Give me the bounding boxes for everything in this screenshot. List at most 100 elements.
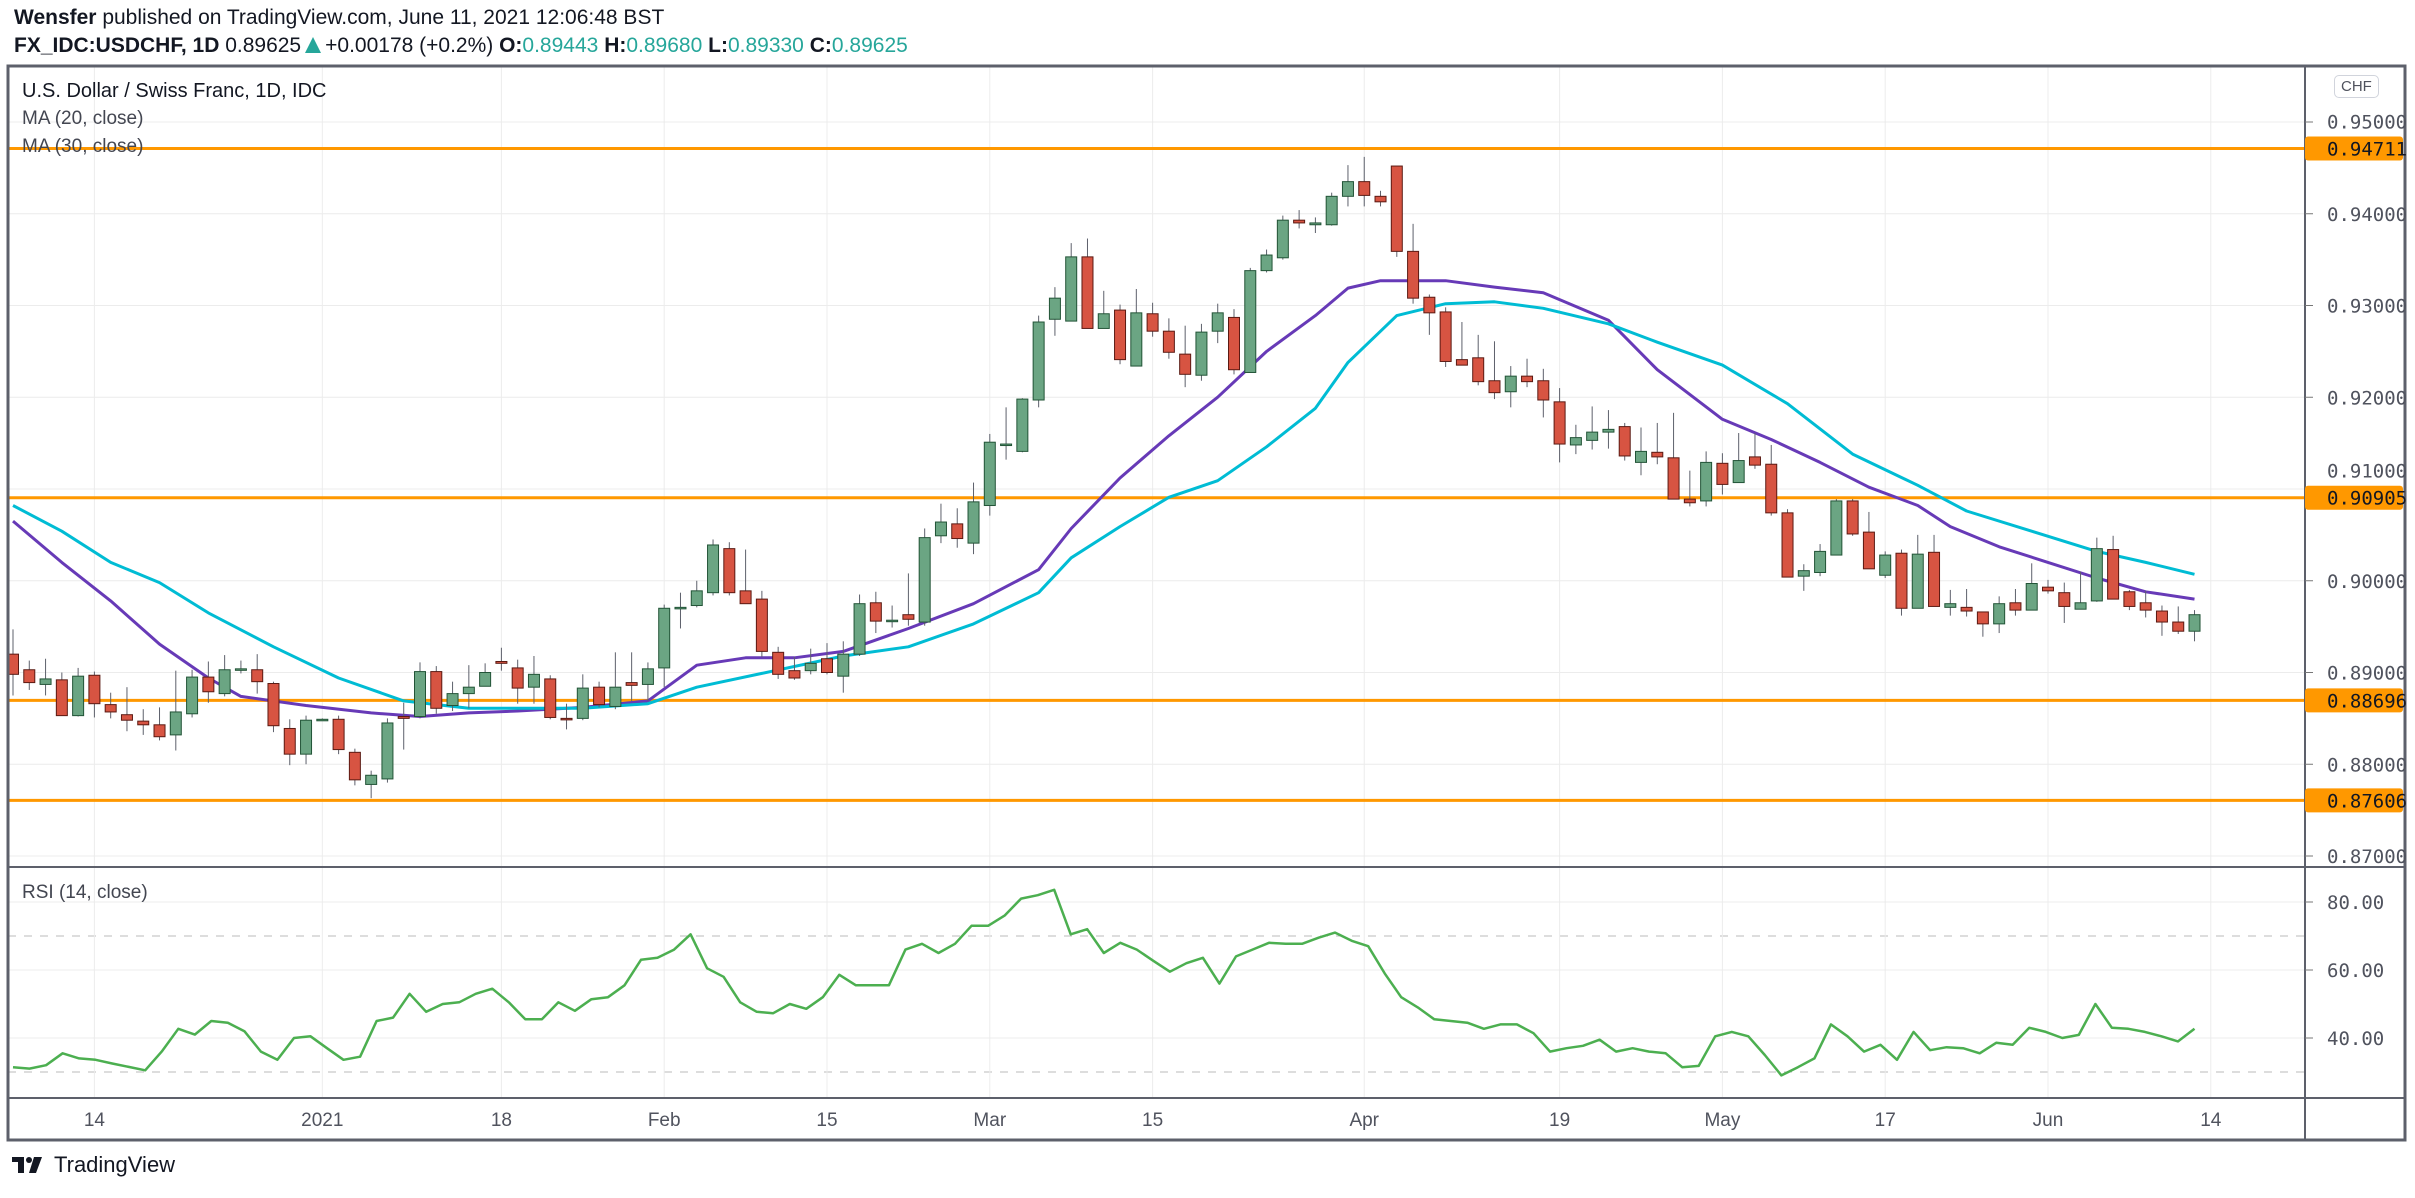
candle-body-down bbox=[1390, 165, 1403, 252]
candle-body-down bbox=[1407, 250, 1420, 299]
legend-ma30[interactable]: MA (30, close) bbox=[22, 136, 144, 157]
candle-body-up bbox=[707, 544, 720, 594]
author-name[interactable]: Wensfer bbox=[14, 6, 97, 29]
candle bbox=[1228, 309, 1240, 375]
candle bbox=[2074, 571, 2087, 610]
candle bbox=[88, 671, 101, 718]
candle-body-up bbox=[1065, 256, 1078, 322]
last-price: 0.89625 bbox=[225, 34, 302, 57]
candle bbox=[1162, 318, 1175, 359]
candle-body-up bbox=[300, 719, 313, 755]
candle bbox=[316, 718, 329, 722]
axes[interactable]: 0.95000 0.94000 0.93000 0.92000 0.91000 0.900… bbox=[84, 112, 2407, 1131]
candle-body-down bbox=[1179, 353, 1192, 375]
candle bbox=[1097, 290, 1110, 329]
candle bbox=[804, 648, 817, 675]
candle bbox=[462, 665, 475, 709]
candle bbox=[1390, 165, 1403, 257]
candle-body-up bbox=[853, 603, 866, 655]
candle-body-down bbox=[137, 720, 150, 726]
candle-body-down bbox=[2139, 602, 2152, 611]
series-title[interactable]: U.S. Dollar / Swiss Franc, 1D, IDC bbox=[22, 80, 327, 102]
candle-body-up bbox=[1911, 553, 1924, 609]
candle-body-up bbox=[365, 774, 378, 785]
candle-body-up bbox=[674, 606, 687, 610]
candle bbox=[1700, 451, 1713, 507]
candle-body-down bbox=[1895, 552, 1908, 609]
candle-body-down bbox=[104, 704, 117, 713]
candle bbox=[2009, 589, 2022, 616]
candle bbox=[1618, 422, 1631, 461]
candle-body-down bbox=[1748, 456, 1761, 466]
candle bbox=[1667, 412, 1680, 500]
time-tick-label: 2021 bbox=[301, 1110, 343, 1131]
candle-body-up bbox=[1504, 375, 1517, 393]
footer-logo[interactable]: TradingView bbox=[12, 1152, 175, 1178]
candle bbox=[723, 542, 736, 596]
candle-body-up bbox=[1700, 461, 1713, 502]
candle bbox=[2042, 579, 2054, 594]
candle bbox=[1439, 307, 1452, 367]
candle bbox=[495, 647, 508, 671]
candle bbox=[1976, 611, 1989, 637]
candle bbox=[1960, 589, 1973, 617]
legend-rsi[interactable]: RSI (14, close) bbox=[22, 882, 148, 903]
tradingview-logo-icon bbox=[12, 1157, 42, 1173]
candle bbox=[1293, 210, 1306, 229]
candle-body-up bbox=[690, 590, 703, 607]
candle bbox=[446, 681, 459, 712]
candle-body-down bbox=[951, 523, 964, 540]
candle-body-down bbox=[283, 727, 296, 755]
symbol-info: FX_IDC:USDCHF, 1D 0.89625 +0.00178 (+0.2%… bbox=[14, 34, 908, 58]
candle bbox=[1032, 315, 1045, 408]
candle bbox=[1276, 215, 1289, 260]
candle bbox=[1000, 407, 1013, 460]
candle bbox=[2188, 610, 2201, 642]
candle bbox=[430, 666, 443, 714]
candle-body-up bbox=[1016, 398, 1029, 452]
price-tick-label: 0.89000 bbox=[2327, 663, 2407, 685]
candle-body-up bbox=[1830, 500, 1843, 556]
candle-body-down bbox=[821, 658, 833, 673]
candle bbox=[1488, 341, 1501, 400]
candle-body-up bbox=[218, 669, 231, 695]
price-tick-label: 0.94000 bbox=[2327, 204, 2407, 226]
currency-button[interactable]: CHF bbox=[2334, 75, 2379, 98]
candle bbox=[234, 660, 247, 674]
candle-body-up bbox=[1814, 550, 1827, 573]
candle-body-up bbox=[886, 619, 899, 623]
candle bbox=[2025, 563, 2038, 611]
candle bbox=[869, 591, 882, 634]
level-badges[interactable]: 0.94711 0.90905 0.88696 0.87606 bbox=[2305, 136, 2407, 813]
candle bbox=[1748, 433, 1761, 469]
candle-body-up bbox=[169, 711, 182, 736]
level-price-label: 0.94711 bbox=[2327, 139, 2407, 161]
candle-body-up bbox=[1000, 443, 1013, 447]
candle-body-up bbox=[186, 676, 199, 715]
candle bbox=[1504, 366, 1517, 408]
candle-body-down bbox=[1146, 313, 1159, 332]
candle-body-down bbox=[348, 751, 361, 781]
candle bbox=[1879, 551, 1892, 578]
candle-body-up bbox=[1993, 603, 2006, 625]
candle-body-down bbox=[153, 724, 166, 738]
candle bbox=[1716, 453, 1729, 495]
candle bbox=[934, 503, 947, 544]
candle bbox=[1732, 433, 1745, 484]
candle-body-up bbox=[804, 662, 817, 672]
legend-ma20[interactable]: MA (20, close) bbox=[22, 108, 144, 129]
candle-body-up bbox=[72, 675, 85, 717]
candle bbox=[1065, 243, 1078, 322]
candle-body-up bbox=[2074, 602, 2087, 610]
candle bbox=[332, 715, 345, 755]
candle bbox=[1846, 499, 1859, 536]
candle-body-down bbox=[55, 679, 68, 717]
candle-body-down bbox=[1667, 457, 1680, 500]
candle bbox=[2107, 535, 2120, 600]
close-label: C: bbox=[809, 34, 832, 57]
candle bbox=[1928, 534, 1941, 607]
horizontal-levels[interactable] bbox=[8, 147, 2305, 802]
level-price-label: 0.88696 bbox=[2327, 690, 2407, 712]
candle-body-down bbox=[723, 548, 736, 594]
